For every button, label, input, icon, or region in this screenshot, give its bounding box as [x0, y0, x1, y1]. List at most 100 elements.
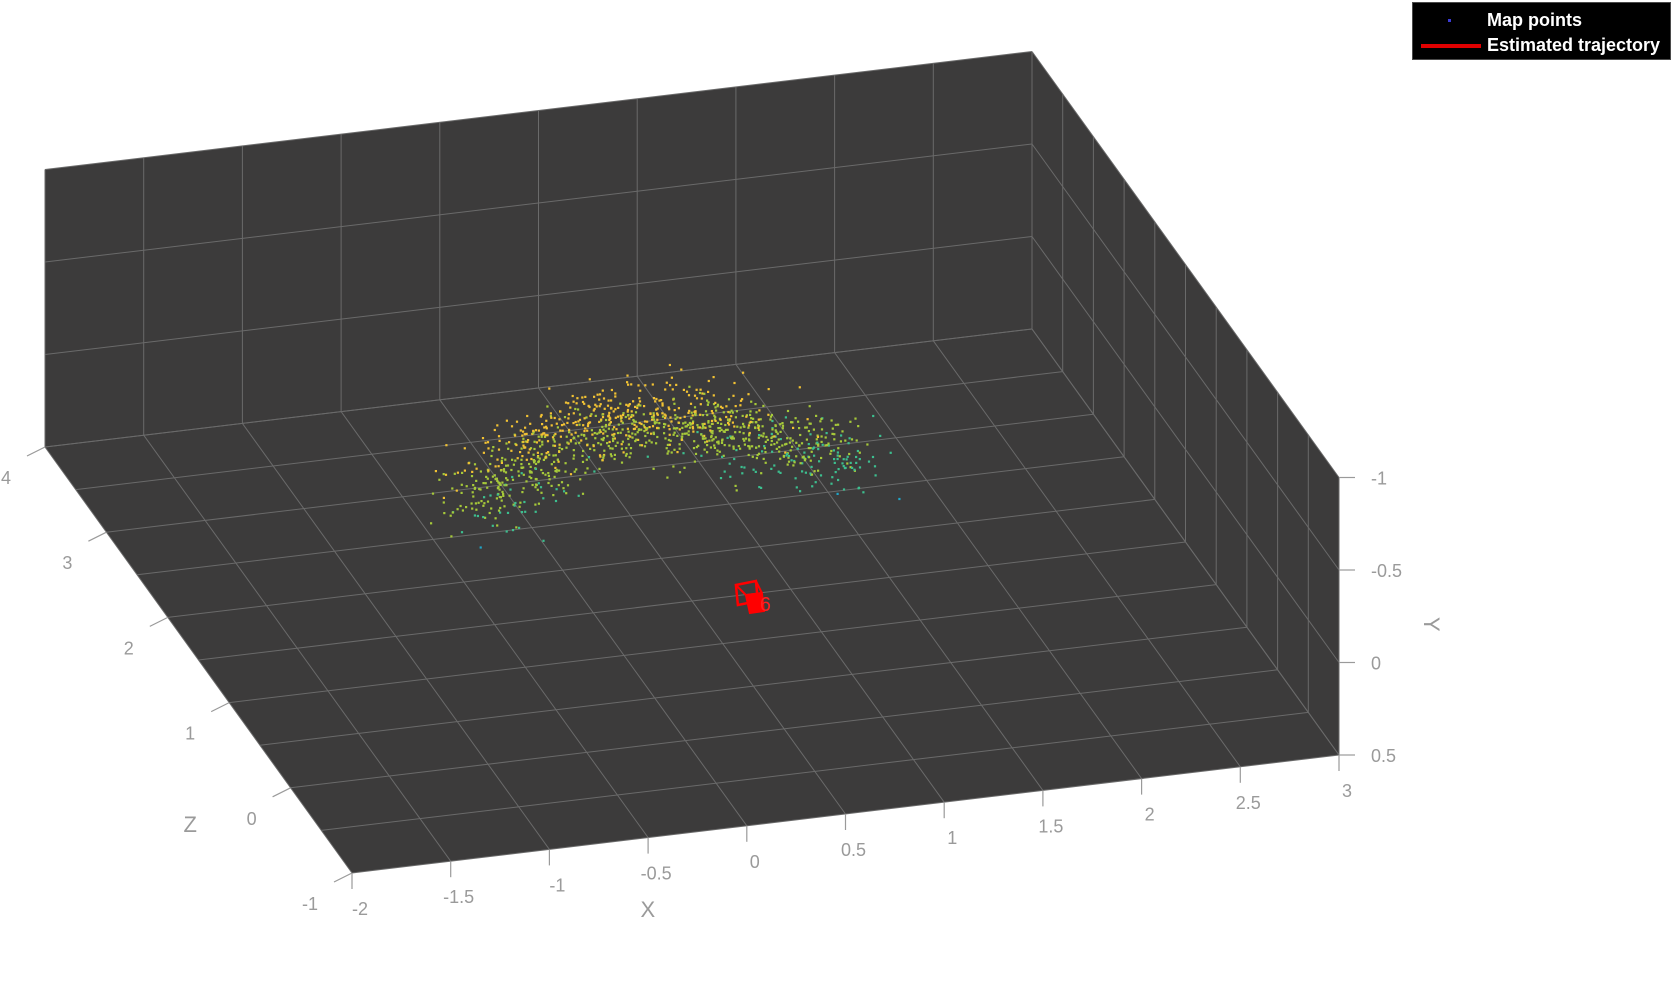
map-point — [443, 512, 446, 515]
map-point — [540, 435, 543, 438]
map-point — [733, 381, 736, 385]
map-point — [547, 472, 550, 475]
map-point — [798, 386, 801, 389]
map-point — [537, 482, 540, 485]
map-point — [697, 426, 700, 429]
map-point — [857, 425, 860, 428]
map-point — [634, 420, 637, 423]
map-point — [757, 428, 761, 431]
map-point — [584, 427, 587, 430]
map-point — [648, 439, 651, 442]
map-point — [667, 424, 670, 427]
map-point — [549, 412, 552, 415]
map-point — [551, 436, 555, 439]
map-point — [616, 441, 619, 444]
map-point — [479, 488, 482, 491]
map-point — [692, 420, 695, 423]
map-point — [793, 459, 796, 463]
grid-line-side-y — [1031, 51, 1340, 478]
map-point — [711, 412, 714, 415]
map-point — [743, 466, 746, 469]
map-point — [514, 434, 517, 437]
map-point — [592, 409, 595, 412]
map-point — [820, 440, 823, 443]
map-point — [583, 402, 586, 405]
map-point — [644, 427, 647, 430]
map-point — [709, 446, 712, 449]
map-point — [593, 407, 596, 411]
map-point — [651, 415, 654, 418]
map-point — [510, 449, 513, 452]
map-point — [591, 433, 594, 436]
map-point — [472, 484, 475, 487]
map-point — [709, 429, 712, 432]
map-point — [729, 435, 732, 438]
map-point — [722, 454, 725, 457]
map-point — [664, 437, 667, 440]
map-point — [593, 449, 596, 452]
map-point — [482, 482, 485, 485]
map-point — [809, 459, 812, 462]
map-point — [527, 451, 530, 454]
map-point — [534, 477, 537, 481]
map-point — [520, 472, 523, 475]
map-point — [585, 458, 588, 461]
map-point — [486, 500, 490, 503]
map-point — [701, 435, 704, 438]
map-point — [599, 455, 602, 458]
map-point — [603, 407, 606, 410]
map-point — [664, 388, 667, 391]
map-point — [549, 415, 552, 418]
map-point — [455, 489, 458, 492]
map-point — [470, 475, 474, 478]
map-point — [588, 378, 591, 381]
map-point — [576, 397, 579, 400]
map-point — [620, 416, 623, 419]
z-tick-mark — [88, 531, 107, 542]
map-point — [540, 491, 543, 494]
map-point — [787, 454, 791, 458]
map-point — [619, 431, 622, 434]
map-point — [586, 425, 590, 428]
map-point — [632, 414, 635, 417]
map-point — [540, 433, 543, 436]
map-point — [498, 481, 501, 485]
legend[interactable]: Map points Estimated trajectory — [1412, 2, 1671, 60]
map-point — [480, 500, 483, 503]
map-point — [519, 429, 522, 432]
map-point — [496, 524, 499, 527]
map-point — [812, 428, 815, 431]
map-point — [571, 394, 574, 398]
map-point — [726, 436, 729, 439]
map-point — [706, 451, 709, 454]
map-point — [716, 403, 720, 406]
map-point — [613, 426, 616, 429]
map-point — [685, 390, 689, 393]
x-tick-label: 3 — [1342, 781, 1352, 801]
map-point — [528, 462, 531, 466]
grid-line-floor-z — [259, 626, 1247, 746]
map-point — [639, 389, 642, 392]
map-point — [497, 448, 501, 451]
map-point — [742, 437, 745, 441]
map-point — [849, 466, 852, 469]
map-point — [644, 384, 647, 387]
map-point — [692, 430, 695, 433]
map-point — [724, 423, 727, 427]
legend-marker-estimated-trajectory — [1421, 44, 1481, 48]
map-point — [565, 435, 568, 438]
map-point — [620, 461, 624, 464]
map-point — [795, 441, 798, 444]
map-point — [730, 437, 733, 440]
map-point — [799, 433, 802, 437]
map-point — [537, 429, 540, 432]
map-point — [552, 444, 555, 447]
tick-labels: -2 -1.5 -1 -0.5 0 0.5 1 1.5 2 2.5 3 -1 0 1 2 3 4 -1 -0.5 0 0… — [1, 468, 1402, 919]
map-point — [820, 428, 824, 431]
map-point — [733, 425, 736, 428]
map-point — [691, 425, 694, 428]
map-point — [616, 431, 620, 435]
map-point — [691, 422, 694, 425]
map-point — [561, 448, 564, 451]
x-tick-label: -0.5 — [641, 864, 672, 884]
